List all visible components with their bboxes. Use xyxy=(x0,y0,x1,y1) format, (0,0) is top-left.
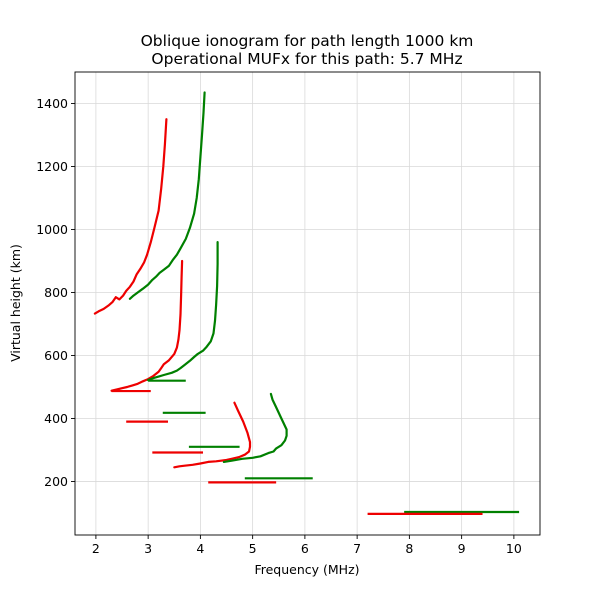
x-tick-label: 8 xyxy=(405,541,413,556)
x-tick-label: 3 xyxy=(144,541,152,556)
y-tick-label: 1400 xyxy=(36,96,68,111)
grid-lines xyxy=(75,72,540,535)
green-trace-curve xyxy=(222,392,288,463)
y-axis-label: Virtual height (km) xyxy=(8,244,23,362)
x-tick-label: 2 xyxy=(92,541,100,556)
y-tick-label: 600 xyxy=(44,348,68,363)
red-trace-curve xyxy=(110,259,184,392)
y-tick-label: 800 xyxy=(44,285,68,300)
x-axis-label: Frequency (MHz) xyxy=(254,562,359,577)
y-tick-label: 400 xyxy=(44,411,68,426)
plot-frame xyxy=(74,71,541,536)
data-series xyxy=(93,91,520,515)
y-tick-label: 1000 xyxy=(36,222,68,237)
chart-title-line-2: Operational MUFx for this path: 5.7 MHz xyxy=(151,50,462,68)
y-tick-label: 1200 xyxy=(36,159,68,174)
x-tick-label: 6 xyxy=(301,541,309,556)
chart-title-line-1: Oblique ionogram for path length 1000 km xyxy=(141,32,474,50)
x-tick-label: 10 xyxy=(506,541,522,556)
axis-ticks: 2 3 4 5 6 7 8 9 10 200 400 600 800 1000 1200 1400 xyxy=(36,96,522,556)
x-tick-label: 5 xyxy=(249,541,257,556)
red-trace-curve xyxy=(173,401,252,469)
x-tick-label: 7 xyxy=(353,541,361,556)
x-tick-label: 9 xyxy=(458,541,466,556)
x-tick-label: 4 xyxy=(196,541,204,556)
y-tick-label: 200 xyxy=(44,474,68,489)
green-trace-curve xyxy=(147,241,219,382)
green-trace-curve xyxy=(128,91,206,300)
red-trace-curve xyxy=(93,118,168,315)
